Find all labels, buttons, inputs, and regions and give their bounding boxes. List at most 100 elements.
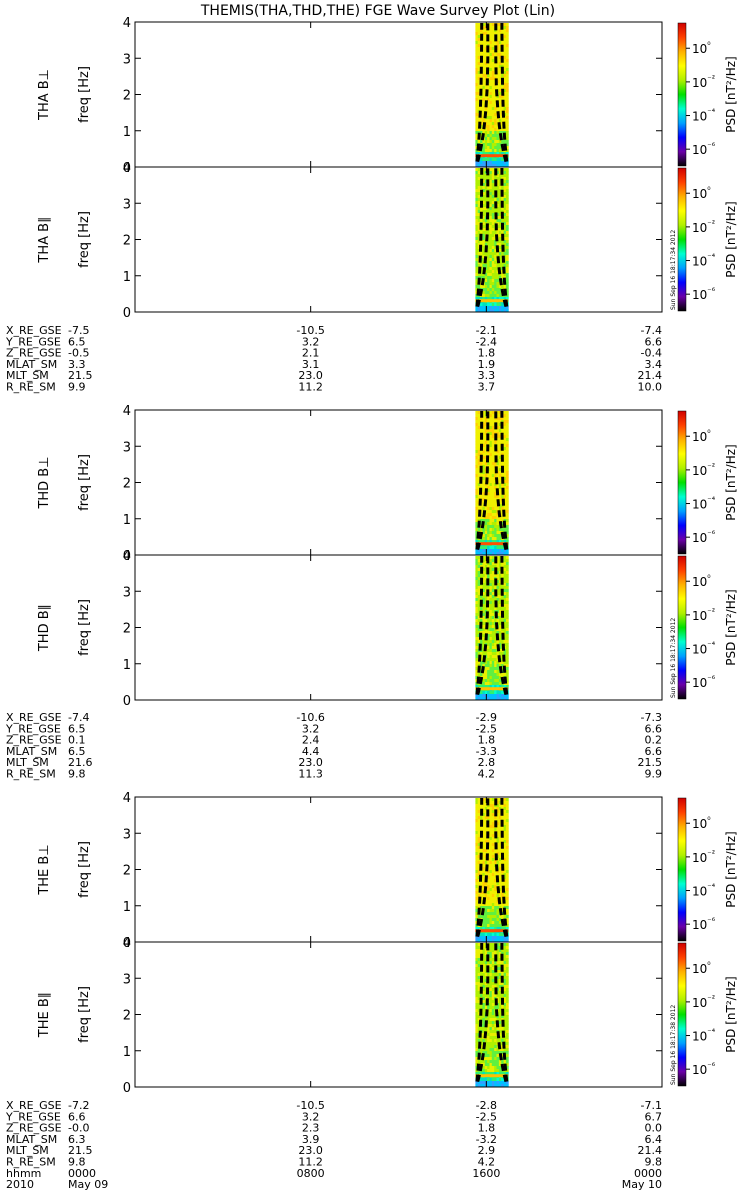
spectrogram-cell [482, 858, 486, 862]
spectrogram-cell [498, 807, 502, 811]
spectrogram-cell [484, 525, 488, 529]
spectrogram-cell [501, 685, 504, 689]
spectrogram-cell [482, 297, 486, 301]
spectrogram-cell [480, 450, 483, 454]
spectrogram-cell [489, 592, 493, 596]
spectrogram-cell [487, 1048, 490, 1052]
spectrogram-cell [494, 1069, 497, 1073]
spectrogram-cell [491, 891, 495, 895]
spectrogram-cell [482, 201, 486, 205]
spectrogram-cell [505, 991, 509, 995]
spectrogram-cell [475, 92, 479, 96]
spectrogram-cell [484, 528, 488, 532]
spectrogram-cell [505, 495, 509, 499]
spectrogram-cell [494, 882, 497, 886]
spectrogram-cell [501, 939, 504, 943]
spectrogram-cell [496, 35, 500, 39]
spectrogram-cell [475, 228, 479, 232]
spectrogram-cell [475, 516, 479, 520]
spectrogram-cell [494, 483, 497, 487]
spectrogram-cell [484, 927, 488, 931]
spectrogram-cell [487, 888, 490, 892]
spectrogram-cell [475, 168, 479, 172]
spectrogram-cell [503, 946, 507, 950]
spectrogram-cell [503, 411, 507, 415]
cyclotron-frequency-curve [500, 168, 509, 307]
spectrogram-cell [482, 143, 486, 147]
spectrogram-cell [489, 168, 493, 172]
spectrogram-cell [496, 462, 500, 466]
spectrogram-cell [505, 676, 509, 680]
spectrogram-cell [475, 670, 479, 674]
spectrogram-cell [505, 104, 509, 108]
spectrogram-cell [505, 810, 509, 814]
spectrogram-cell [505, 441, 509, 445]
y-tick-label: 1 [123, 900, 131, 915]
spectrogram-cell [491, 900, 495, 904]
spectrogram-cell [477, 216, 481, 220]
spectrogram-cell [505, 192, 509, 196]
spectrogram-cell [487, 441, 490, 445]
spectrogram-cell [489, 59, 493, 63]
spectrogram-cell [496, 411, 500, 415]
y-tick-label: 2 [123, 89, 131, 104]
spectrogram-cell [489, 894, 493, 898]
spectrogram-cell [498, 459, 502, 463]
spectrogram-cell [501, 952, 504, 956]
spectrogram-cell [503, 420, 507, 424]
spectrogram-cell [494, 861, 497, 865]
spectrogram-cell [480, 74, 483, 78]
spectrogram-cell [498, 562, 502, 566]
spectrogram-cell [496, 613, 500, 617]
spectrogram-cell [501, 53, 504, 57]
spectrogram-cell [489, 86, 493, 90]
spectrogram-cell [491, 107, 495, 111]
spectrogram-cell [503, 44, 507, 48]
spectrogram-cell [482, 846, 486, 850]
spectrogram-cell [484, 837, 488, 841]
spectrogram-cell [505, 831, 509, 835]
spectrogram-cell [496, 549, 500, 553]
spectrogram-cell [496, 423, 500, 427]
spectrogram-cell [498, 958, 502, 962]
spectrogram-cell [475, 98, 479, 102]
spectrogram-cell [484, 86, 488, 90]
spectrogram-cell [491, 116, 495, 120]
spectrogram-cell [491, 501, 495, 505]
spectrogram-cell [489, 667, 493, 671]
spectrogram-cell [480, 882, 483, 886]
spectrogram-cell [487, 891, 490, 895]
spectrogram-cell [501, 522, 504, 526]
spectrogram-cell [494, 1051, 497, 1055]
spectrogram-cell [491, 801, 495, 805]
spectrogram-cell [484, 273, 488, 277]
spectrogram-cell [503, 649, 507, 653]
spectrogram-cell [496, 973, 500, 977]
spectrogram-cell [477, 846, 481, 850]
spectrogram-cell [498, 565, 502, 569]
spectrogram-cell [496, 279, 500, 283]
spectrogram-cell [503, 480, 507, 484]
spectrogram-cell [501, 273, 504, 277]
spectrogram-cell [484, 1015, 488, 1019]
spectrogram-cell [475, 964, 479, 968]
spectrogram-cell [475, 495, 479, 499]
spectrogram-cell [489, 685, 493, 689]
spectrogram-cell [482, 921, 486, 925]
spectrogram-cell [477, 195, 481, 199]
spectrogram-cell [477, 273, 481, 277]
spectrogram-cell [482, 540, 486, 544]
spectrogram-cell [475, 571, 479, 575]
spectrogram-cell [487, 619, 490, 623]
spectrogram-cell [496, 65, 500, 69]
spectrogram-cell [498, 921, 502, 925]
spectrogram-cell [489, 540, 493, 544]
y-tick-label: 3 [123, 52, 131, 67]
spectrogram-cell [501, 276, 504, 280]
spectrogram-cell [480, 65, 483, 69]
cyclotron-frequency-curve [494, 943, 508, 1082]
orbit-value: -7.2 [68, 1099, 89, 1112]
spectrogram-cell [489, 858, 493, 862]
spectrogram-cell [503, 964, 507, 968]
colorbar-tick-label: 10⁻² [692, 848, 715, 864]
